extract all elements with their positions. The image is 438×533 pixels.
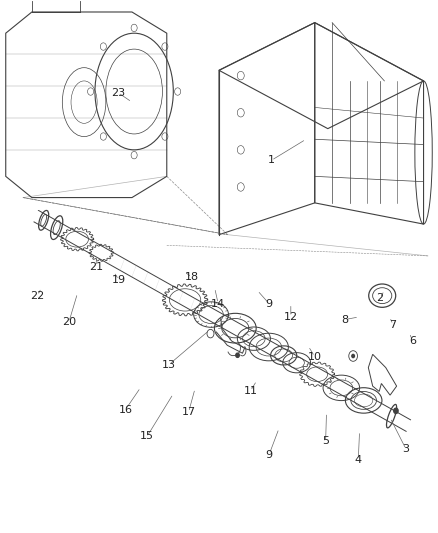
Text: 12: 12 [284, 312, 298, 322]
Text: 17: 17 [181, 407, 196, 417]
Text: 20: 20 [62, 317, 76, 327]
Text: 11: 11 [244, 386, 258, 396]
Circle shape [352, 354, 354, 358]
Text: 19: 19 [112, 274, 126, 285]
Text: 1: 1 [268, 156, 275, 165]
Text: 9: 9 [265, 450, 272, 460]
Text: 21: 21 [89, 262, 103, 271]
Text: 15: 15 [140, 431, 154, 441]
Text: 8: 8 [342, 314, 349, 325]
Circle shape [236, 353, 239, 358]
Text: 7: 7 [389, 320, 397, 330]
Text: 16: 16 [118, 405, 132, 415]
Text: 5: 5 [322, 437, 329, 447]
Text: 13: 13 [162, 360, 176, 369]
Text: 22: 22 [30, 290, 45, 301]
Text: 2: 2 [377, 293, 384, 303]
Circle shape [210, 333, 212, 335]
Text: 18: 18 [185, 272, 199, 282]
Text: 9: 9 [265, 298, 272, 309]
Text: 3: 3 [403, 445, 410, 455]
Circle shape [394, 408, 398, 414]
Text: 23: 23 [111, 87, 125, 98]
Text: 10: 10 [308, 352, 322, 361]
Text: 14: 14 [211, 298, 225, 309]
Text: 6: 6 [409, 336, 416, 346]
Text: 4: 4 [355, 455, 362, 465]
